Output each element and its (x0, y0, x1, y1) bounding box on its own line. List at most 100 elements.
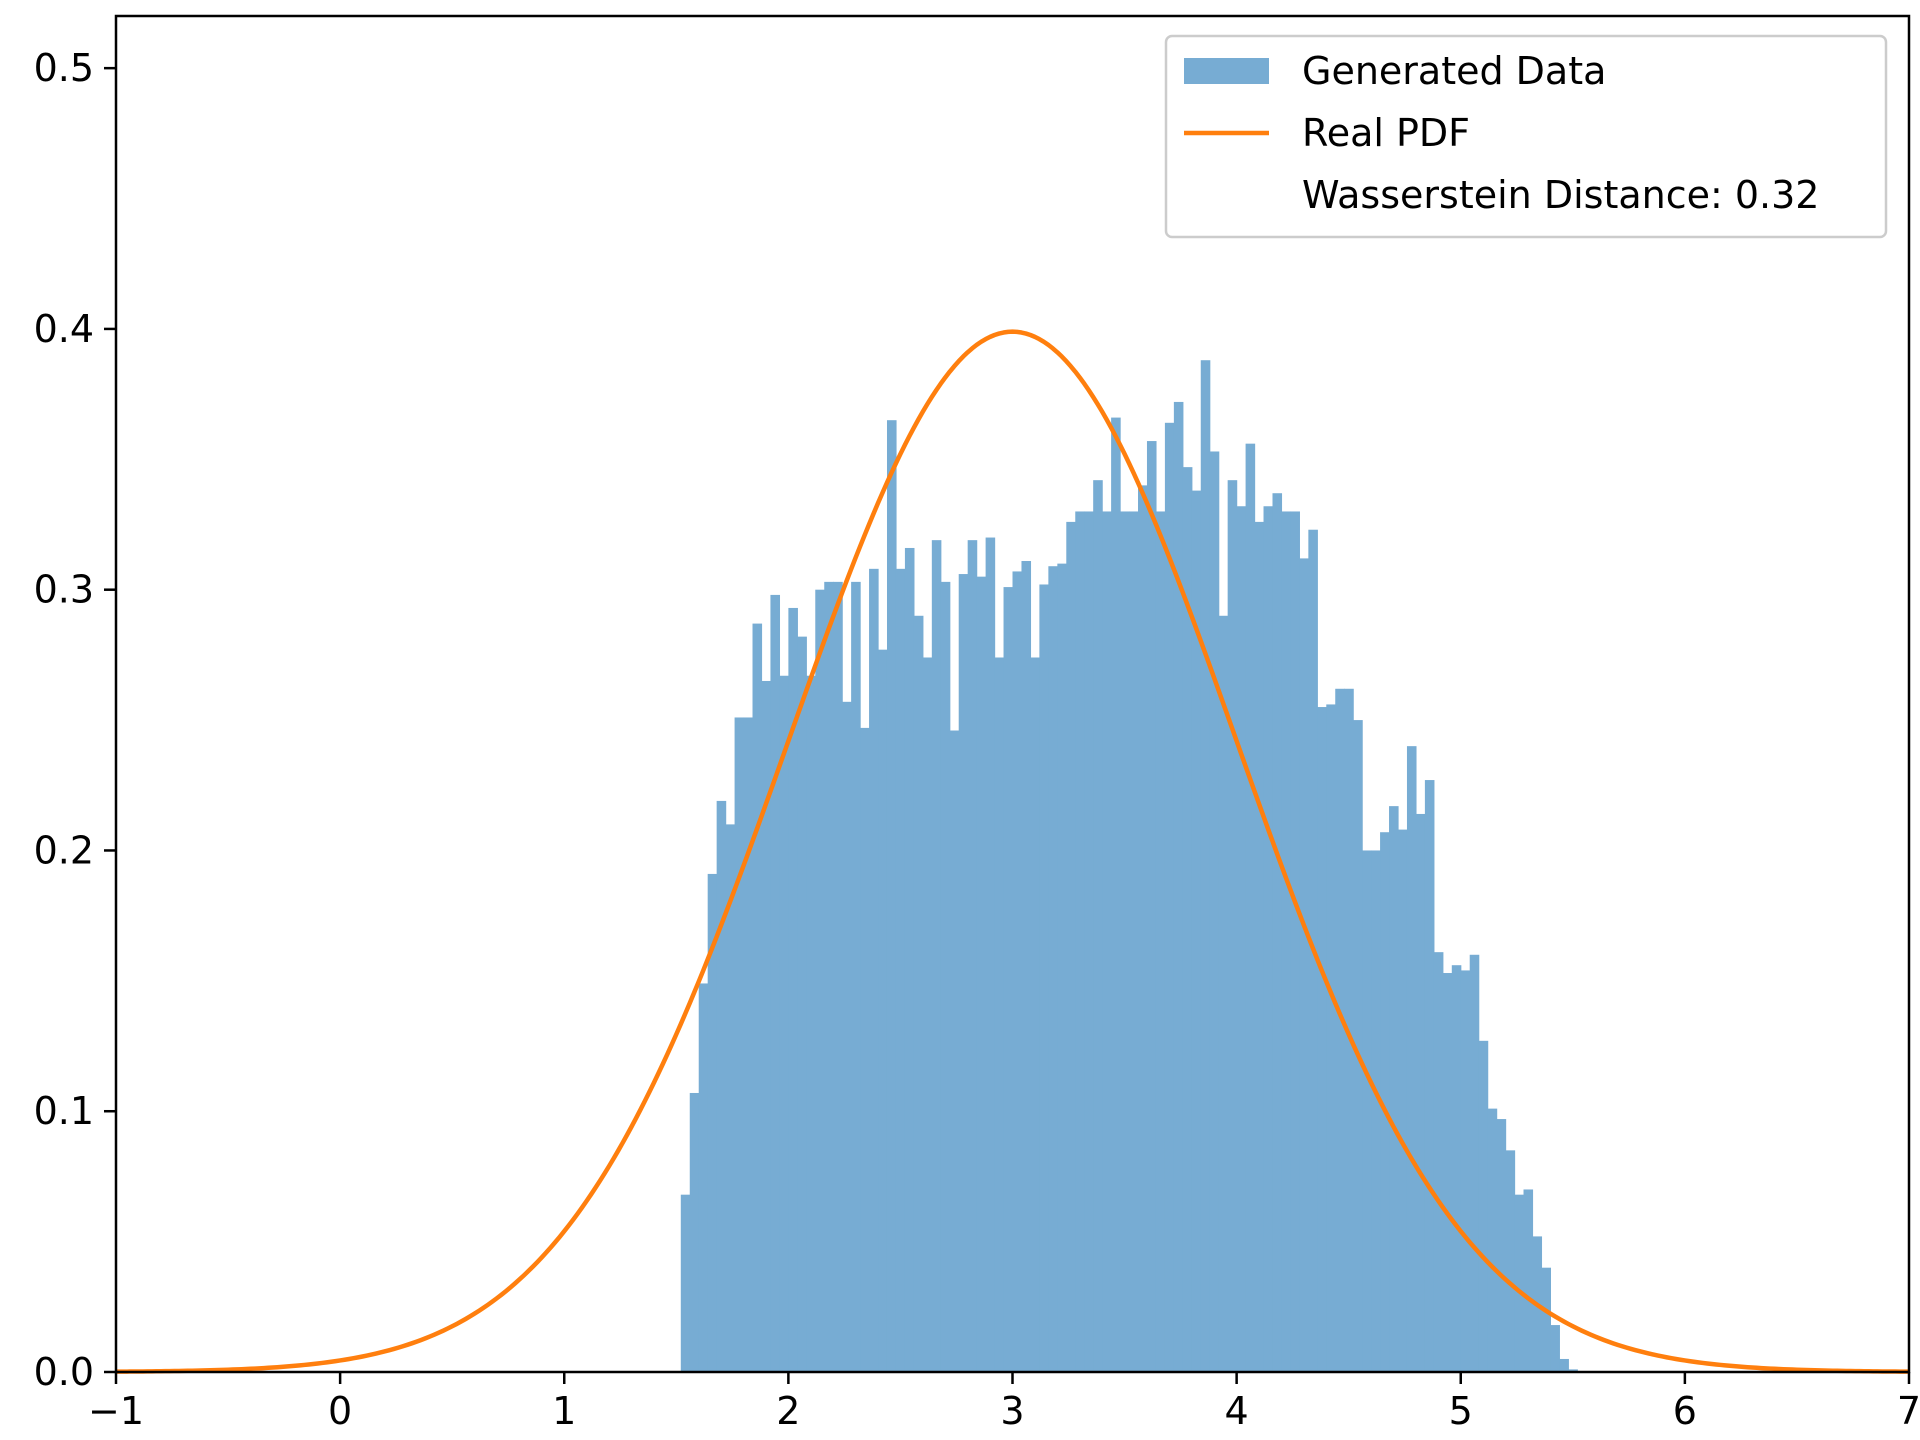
legend-box (1164, 34, 1888, 239)
y-tick-label: 0.3 (34, 568, 94, 612)
histogram-bar (1146, 441, 1157, 1372)
histogram-bar (1155, 511, 1166, 1373)
x-tick-label: 4 (1225, 1389, 1249, 1433)
y-tick-label: 0.1 (34, 1089, 94, 1133)
histogram-bar (1182, 467, 1193, 1372)
histogram-bar (1541, 1267, 1551, 1372)
x-tick-label: 2 (776, 1389, 800, 1433)
histogram-bar (1469, 954, 1480, 1372)
histogram-bar (860, 727, 870, 1372)
histogram-bar (1523, 1189, 1534, 1372)
histogram-bar (734, 717, 745, 1372)
histogram-bar (1460, 970, 1471, 1372)
histogram-bar (833, 581, 843, 1372)
histogram-bar (806, 675, 816, 1372)
y-tick-label: 0.2 (34, 828, 94, 872)
y-axis-ticks: 0.0 0.1 0.2 0.3 0.4 0.5 (34, 46, 116, 1394)
histogram-bar (1317, 707, 1327, 1372)
histogram-bar (1191, 490, 1202, 1373)
histogram-bar (976, 576, 987, 1372)
legend-patch-generated-data (1184, 58, 1269, 84)
histogram-bar (1398, 829, 1408, 1372)
histogram-bar (1415, 813, 1426, 1372)
histogram-bar (1120, 511, 1130, 1373)
histogram-bar (904, 547, 915, 1372)
histogram-bar (1138, 485, 1148, 1372)
histogram-bar (1227, 480, 1238, 1372)
histogram-bar (1102, 511, 1112, 1373)
histogram-bar (1173, 401, 1184, 1372)
histogram-bar (797, 636, 807, 1372)
histogram-bar (886, 420, 897, 1372)
histogram-bar (1335, 688, 1345, 1372)
x-tick-label: 6 (1673, 1389, 1697, 1433)
histogram-bar (1075, 511, 1085, 1373)
histogram-bar (1353, 720, 1363, 1372)
histogram-bar (1084, 511, 1094, 1373)
histogram-bar (743, 717, 754, 1372)
histogram-bar (1236, 506, 1247, 1372)
histogram-bars (680, 360, 1578, 1373)
histogram-bar (1487, 1108, 1498, 1372)
histogram-bar (878, 649, 888, 1372)
x-axis-ticks: −1 0 1 2 3 4 5 6 7 (88, 1372, 1920, 1433)
histogram-bar (842, 701, 852, 1372)
histogram-bar (689, 1092, 700, 1372)
histogram-bar (1505, 1150, 1516, 1372)
histogram-bar (895, 568, 906, 1372)
histogram-bar (1012, 571, 1023, 1372)
histogram-bar (1559, 1358, 1569, 1372)
legend-label-generated-data: Generated Data (1302, 49, 1606, 93)
histogram-bar (1550, 1325, 1560, 1372)
histogram-bar (1290, 511, 1300, 1373)
histogram-bar (1371, 850, 1381, 1372)
histogram-bar (869, 568, 879, 1372)
histogram-bar (1218, 615, 1229, 1372)
histogram-bar (1299, 558, 1309, 1372)
histogram-bar (1281, 511, 1292, 1373)
y-tick-label: 0.0 (34, 1350, 94, 1394)
histogram-bar (931, 540, 942, 1372)
histogram-bar (949, 730, 960, 1372)
histogram-bar (1389, 806, 1399, 1372)
histogram-bar (1254, 521, 1265, 1372)
legend-label-real-pdf: Real PDF (1302, 111, 1470, 155)
histogram-bar (752, 623, 763, 1372)
histogram-bar (788, 607, 798, 1372)
histogram-bar (1039, 584, 1049, 1372)
x-tick-label: 1 (552, 1389, 576, 1433)
histogram-bar (913, 615, 924, 1372)
histogram-bar (1093, 480, 1103, 1372)
histogram-bar (1451, 965, 1462, 1372)
histogram-bar (1111, 417, 1121, 1373)
x-tick-label: −1 (88, 1389, 144, 1433)
histogram-bar (958, 574, 969, 1372)
legend-label-wasserstein: Wasserstein Distance: 0.32 (1302, 173, 1819, 217)
histogram-bar (851, 581, 861, 1372)
histogram-bar (1021, 561, 1032, 1372)
histogram-bar (770, 594, 781, 1372)
histogram-bar (779, 675, 789, 1372)
x-tick-label: 0 (328, 1389, 352, 1433)
histogram-bar (698, 983, 709, 1372)
histogram-bar (985, 537, 996, 1372)
histogram-bar (1424, 780, 1435, 1372)
x-tick-label: 7 (1897, 1389, 1920, 1433)
histogram-bar (1263, 506, 1274, 1372)
histogram-bar (1003, 587, 1014, 1372)
histogram-bar (1326, 704, 1336, 1372)
histogram-bar (1066, 521, 1076, 1372)
histogram-bar (1433, 952, 1444, 1372)
histogram-bar (1030, 657, 1040, 1372)
histogram-bar (707, 873, 718, 1372)
histogram-bar (994, 657, 1005, 1372)
histogram-bar (680, 1194, 691, 1372)
x-tick-label: 3 (1000, 1389, 1024, 1433)
histogram-bar (1129, 511, 1139, 1373)
histogram-bar (1209, 451, 1220, 1373)
histogram-bar (1048, 566, 1058, 1372)
histogram-bar (1057, 563, 1067, 1372)
histogram-bar (1568, 1369, 1578, 1372)
histogram-bar (725, 824, 736, 1372)
